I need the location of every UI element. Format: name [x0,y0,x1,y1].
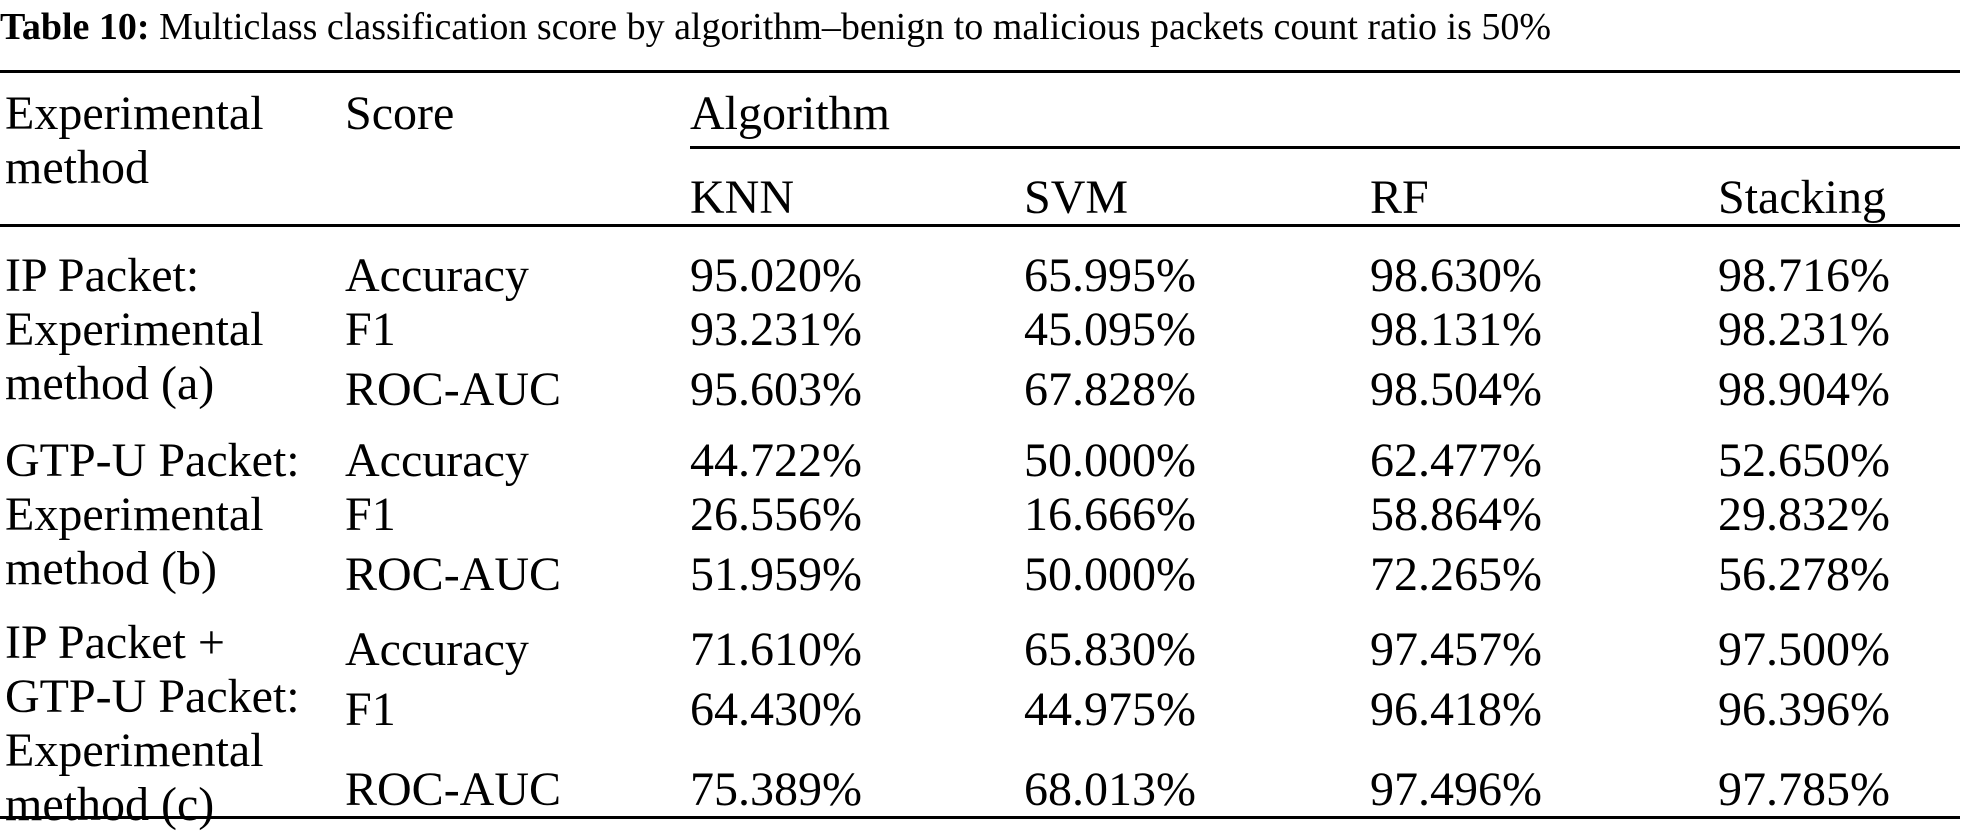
header-knn: KNN [690,171,794,224]
score-label: ROC-AUC [345,763,562,816]
value-stacking: 56.278% [1718,548,1890,601]
header-experimental-method: Experimental method [5,87,264,194]
value-svm: 50.000% [1024,548,1196,601]
value-svm: 65.995% [1024,249,1196,302]
header-rf: RF [1370,171,1429,224]
value-svm: 67.828% [1024,363,1196,416]
value-rf: 72.265% [1370,548,1542,601]
value-stacking: 29.832% [1718,488,1890,541]
table-caption: Table 10: Multiclass classification scor… [0,0,1967,70]
score-label: ROC-AUC [345,363,562,416]
header-svm: SVM [1024,171,1129,224]
group-ip-plus-gtpu-packet: IP Packet + GTP-U Packet: Experimental m… [0,610,1960,831]
value-stacking: 98.716% [1718,249,1890,302]
score-label: F1 [345,303,396,356]
value-knn: 71.610% [690,623,862,676]
value-svm: 50.000% [1024,434,1196,487]
value-svm: 68.013% [1024,763,1196,816]
value-stacking: 98.231% [1718,303,1890,356]
header-score: Score [345,87,455,140]
score-label: Accuracy [345,623,529,676]
value-rf: 58.864% [1370,488,1542,541]
value-svm: 45.095% [1024,303,1196,356]
value-rf: 98.504% [1370,363,1542,416]
group-rows: Accuracy 95.020% 65.995% 98.630% 98.716%… [345,227,1960,423]
value-rf: 97.496% [1370,763,1542,816]
group-gtpu-packet: GTP-U Packet: Experimental method (b) Ac… [0,422,1960,610]
group-method-label: GTP-U Packet: Experimental method (b) [5,434,300,595]
value-stacking: 97.785% [1718,763,1890,816]
score-label: F1 [345,683,396,736]
score-label: Accuracy [345,434,529,487]
value-stacking: 52.650% [1718,434,1890,487]
table-caption-number: Table 10: [0,6,150,48]
results-table: Experimental method Score Algorithm KNN … [0,70,1960,831]
group-method-label: IP Packet + GTP-U Packet: Experimental m… [5,616,300,831]
value-rf: 62.477% [1370,434,1542,487]
header-stacking: Stacking [1718,171,1886,224]
value-knn: 95.020% [690,249,862,302]
score-label: F1 [345,488,396,541]
value-rf: 98.131% [1370,303,1542,356]
value-knn: 95.603% [690,363,862,416]
score-label: Accuracy [345,249,529,302]
table-header: Experimental method Score Algorithm KNN … [0,73,1960,227]
group-method-label: IP Packet: Experimental method (a) [5,249,264,410]
value-rf: 96.418% [1370,683,1542,736]
value-knn: 75.389% [690,763,862,816]
group-rows: Accuracy 71.610% 65.830% 97.457% 97.500%… [345,610,1960,817]
group-rows: Accuracy 44.722% 50.000% 62.477% 52.650%… [345,422,1960,608]
score-label: ROC-AUC [345,548,562,601]
value-svm: 16.666% [1024,488,1196,541]
value-rf: 98.630% [1370,249,1542,302]
table-body: IP Packet: Experimental method (a) Accur… [0,227,1960,831]
value-knn: 51.959% [690,548,862,601]
value-rf: 97.457% [1370,623,1542,676]
header-algorithm-names: KNN SVM RF Stacking [690,149,1960,224]
value-knn: 93.231% [690,303,862,356]
group-ip-packet: IP Packet: Experimental method (a) Accur… [0,227,1960,422]
value-knn: 26.556% [690,488,862,541]
value-svm: 65.830% [1024,623,1196,676]
value-svm: 44.975% [1024,683,1196,736]
table-caption-text: Multiclass classification score by algor… [149,6,1552,48]
value-stacking: 97.500% [1718,623,1890,676]
value-stacking: 96.396% [1718,683,1890,736]
value-stacking: 98.904% [1718,363,1890,416]
header-algorithm: Algorithm [690,73,1960,149]
value-knn: 64.430% [690,683,862,736]
value-knn: 44.722% [690,434,862,487]
